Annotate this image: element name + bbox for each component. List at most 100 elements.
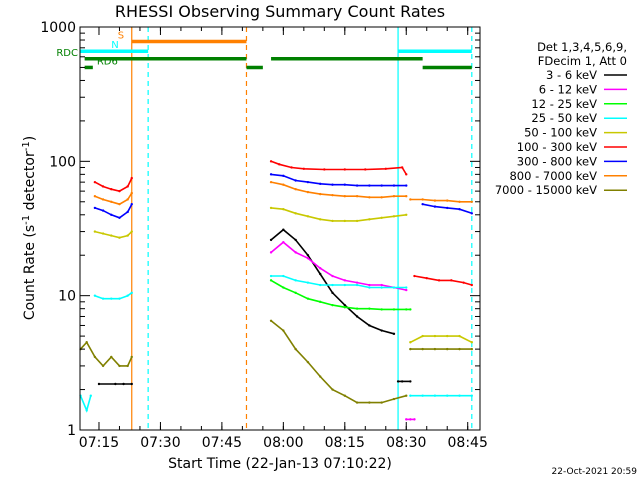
series-point-800-7000-kev-1-9 [380, 196, 383, 199]
series-point-7000-15000-kev-0-1 [85, 341, 88, 344]
series-point-3-6-kev-1-9 [380, 329, 383, 332]
y-tick-label-10: 10 [58, 289, 76, 305]
series-point-12-25-kev-0-4 [319, 300, 322, 304]
series-point-3-6-kev-1-6 [343, 303, 347, 307]
series-point-6-12-kev-0-5 [331, 274, 334, 278]
chart-title: RHESSI Observing Summary Count Rates [115, 2, 445, 21]
series-point-6-12-kev-0-2 [294, 251, 297, 254]
legend-header-line1: Det 1,3,4,5,6,9, [537, 40, 627, 54]
series-point-50-100-kev-1-1 [282, 208, 285, 211]
series-100-300-kev [93, 160, 474, 287]
series-12-25-kev [269, 279, 412, 311]
series-point-25-50-kev-1-5 [130, 291, 133, 295]
series-point-800-7000-kev-0-2 [110, 200, 113, 203]
series-point-800-7000-kev-2-4 [458, 200, 461, 203]
series-point-50-100-kev-1-10 [392, 215, 396, 218]
series-point-6-12-kev-0-1 [282, 241, 285, 244]
series-layer [79, 160, 474, 421]
series-point-25-50-kev-3-3 [446, 394, 449, 397]
plot-frame [79, 26, 481, 431]
series-point-50-100-kev-0-1 [101, 232, 105, 235]
series-point-100-300-kev-1-5 [343, 168, 347, 171]
series-point-300-800-kev-0-2 [110, 213, 113, 216]
legend-label-7000-15000-kev: 7000 - 15000 keV [495, 183, 597, 197]
series-point-50-100-kev-1-4 [319, 218, 322, 221]
series-point-50-100-kev-1-3 [306, 215, 310, 218]
series-point-50-100-kev-1-0 [269, 206, 273, 210]
series-point-7000-15000-kev-0-6 [126, 364, 129, 368]
series-point-6-12-kev-0-0 [269, 251, 273, 254]
series-point-300-800-kev-2-0 [421, 202, 424, 206]
series-point-25-50-kev-2-5 [331, 283, 334, 287]
legend-label-3-6-kev: 3 - 6 keV [546, 68, 597, 82]
series-point-12-25-kev-0-8 [368, 307, 371, 310]
series-point-7000-15000-kev-0-2 [93, 355, 97, 359]
series-point-50-100-kev-0-3 [118, 236, 121, 239]
series-point-100-300-kev-1-4 [323, 168, 326, 171]
series-point-3-6-kev-0-2 [122, 382, 125, 386]
series-point-25-50-kev-2-8 [368, 286, 371, 289]
series-point-800-7000-kev-0-5 [130, 191, 133, 195]
series-point-100-300-kev-0-1 [101, 185, 105, 188]
series-point-50-100-kev-1-8 [368, 218, 371, 221]
series-point-300-800-kev-1-0 [269, 173, 273, 176]
legend-label-100-300-kev: 100 - 300 keV [517, 140, 597, 154]
series-point-7000-15000-kev-2-0 [409, 347, 412, 351]
series-point-800-7000-kev-0-4 [126, 198, 129, 201]
series-line-25-50-kev-2 [271, 275, 407, 289]
x-tick-label-07-30: 07:30 [140, 435, 180, 451]
series-line-3-6-kev-1 [270, 228, 395, 335]
legend-header-line2: FDecim 1, Att 0 [538, 54, 627, 68]
series-point-300-800-kev-1-1 [282, 174, 285, 178]
series-point-7000-15000-kev-2-3 [446, 347, 449, 351]
series-point-100-300-kev-2-1 [425, 276, 428, 280]
series-point-3-6-kev-2-2 [409, 380, 412, 383]
series-point-300-800-kev-1-10 [392, 184, 396, 187]
series-line-7000-15000-kev-0 [79, 340, 133, 368]
series-800-7000-kev [93, 180, 474, 206]
y-tick-label-1000: 1000 [40, 20, 76, 36]
state-markers: SN RDC RD6 [56, 30, 472, 70]
series-point-6-12-kev-1-0 [405, 418, 408, 421]
series-point-7000-15000-kev-0-3 [101, 364, 105, 368]
series-point-7000-15000-kev-0-7 [130, 355, 133, 359]
series-point-100-300-kev-1-2 [290, 166, 293, 169]
series-7000-15000-kev [79, 319, 474, 404]
series-point-3-6-kev-1-5 [331, 291, 334, 295]
series-point-50-100-kev-1-5 [331, 219, 334, 223]
series-point-800-7000-kev-1-5 [331, 193, 334, 197]
series-point-100-300-kev-0-5 [130, 176, 133, 180]
series-point-7000-15000-kev-2-2 [433, 347, 437, 351]
x-axis-ticks: 07:15 07:30 07:45 08:00 08:15 08:30 08:45 [79, 27, 488, 451]
series-line-300-800-kev-1 [271, 173, 407, 187]
series-point-6-12-kev-0-6 [343, 279, 347, 282]
series-point-3-6-kev-0-1 [114, 382, 117, 386]
series-point-100-300-kev-1-3 [302, 167, 306, 170]
series-point-800-7000-kev-1-1 [282, 183, 285, 186]
series-point-50-100-kev-1-2 [294, 212, 297, 215]
series-point-7000-15000-kev-0-4 [110, 355, 113, 359]
series-point-3-6-kev-2-1 [400, 380, 404, 383]
series-point-6-12-kev-0-7 [355, 281, 359, 284]
legend-label-25-50-kev: 25 - 50 keV [531, 111, 597, 125]
series-3-6-kev [97, 228, 412, 386]
series-point-50-100-kev-2-3 [446, 334, 449, 338]
series-point-300-800-kev-2-1 [433, 205, 437, 208]
series-point-50-100-kev-2-0 [409, 341, 412, 344]
marker-label-rd6: RD6 [97, 56, 118, 67]
series-point-25-50-kev-2-11 [405, 286, 408, 289]
legend-label-12-25-kev: 12 - 25 keV [531, 97, 597, 111]
series-point-25-50-kev-2-9 [380, 286, 383, 289]
series-point-800-7000-kev-2-2 [433, 199, 437, 202]
series-point-100-300-kev-2-3 [450, 279, 453, 282]
series-point-100-300-kev-1-9 [405, 173, 408, 176]
series-line-25-50-kev-0 [79, 395, 92, 413]
series-point-6-12-kev-0-8 [368, 283, 371, 287]
series-50-100-kev [93, 206, 474, 344]
series-point-25-50-kev-1-3 [118, 297, 121, 300]
series-point-800-7000-kev-2-1 [421, 198, 424, 201]
series-point-7000-15000-kev-1-5 [331, 388, 334, 391]
x-axis-label: Start Time (22-Jan-13 07:10:22) [168, 456, 392, 472]
vertical-lines [131, 27, 473, 430]
series-point-7000-15000-kev-2-1 [421, 347, 424, 351]
